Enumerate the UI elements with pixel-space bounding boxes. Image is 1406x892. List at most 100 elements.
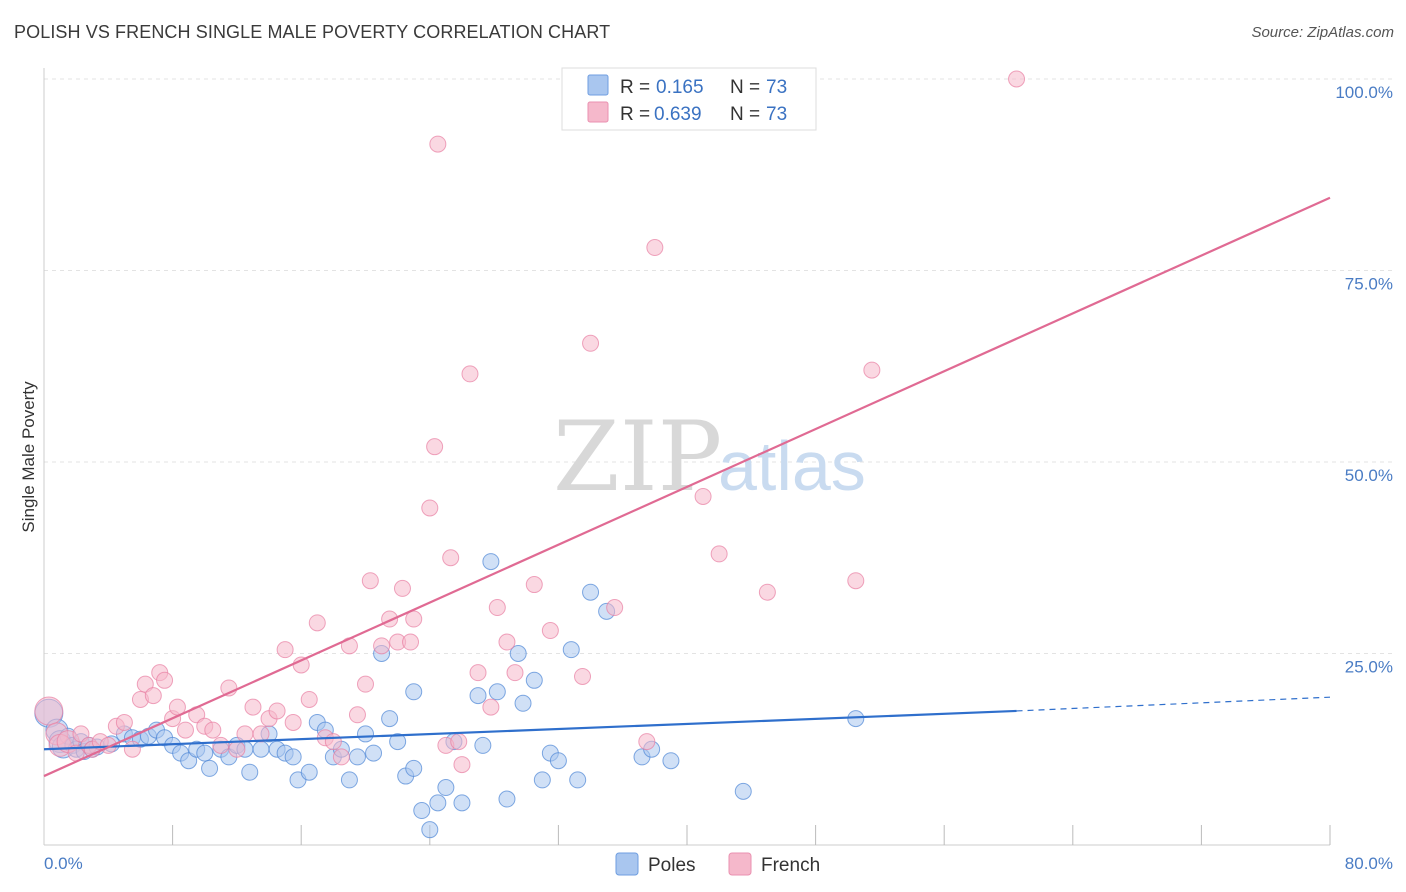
y-tick-label: 25.0%	[1345, 658, 1393, 677]
poles-point	[429, 794, 447, 812]
french-point	[488, 599, 506, 617]
french-point	[156, 671, 174, 689]
x-tick-label-max: 80.0%	[1345, 854, 1393, 873]
poles-point	[340, 771, 358, 789]
french-point	[361, 572, 379, 590]
french-point	[115, 713, 133, 731]
french-point	[268, 702, 286, 720]
french-point	[252, 725, 270, 743]
french-point	[847, 572, 865, 590]
legend-r-label-french: R =	[620, 104, 650, 125]
watermark: ZIP atlas	[553, 401, 866, 513]
bottom-legend-label-poles: Poles	[648, 855, 696, 876]
legend-r-value-french: 0.639	[654, 104, 702, 125]
trend-lines	[43, 196, 1331, 778]
french-point	[212, 736, 230, 754]
french-point	[1008, 70, 1026, 88]
poles-point	[284, 748, 302, 766]
french-point	[276, 641, 294, 659]
legend-r-label-poles: R =	[620, 77, 650, 98]
poles-point	[453, 794, 471, 812]
poles-point	[300, 763, 318, 781]
french-point	[284, 713, 302, 731]
legend-swatch-french	[587, 101, 609, 123]
poles-point	[421, 821, 439, 839]
y-tick-labels: 25.0% 50.0% 75.0% 100.0%	[1335, 83, 1393, 677]
poles-point	[525, 671, 543, 689]
poles-point	[498, 790, 516, 808]
poles-point	[509, 645, 527, 662]
french-point	[694, 487, 712, 505]
y-tick-label: 100.0%	[1335, 83, 1393, 102]
series-french-points	[34, 70, 1026, 774]
french-point	[236, 725, 254, 743]
poles-point	[469, 687, 487, 705]
legend-swatch-poles	[587, 74, 609, 96]
poles-point	[549, 752, 567, 770]
french-point	[324, 733, 342, 751]
legend-n-label-french: N =	[730, 104, 760, 125]
poles-point	[201, 759, 219, 777]
french-point	[228, 740, 246, 758]
poles-point	[348, 748, 366, 766]
french-point	[606, 599, 624, 617]
french-point	[498, 633, 516, 651]
poles-point	[662, 752, 680, 770]
french-point	[348, 706, 366, 724]
poles-point	[582, 583, 600, 601]
french-point	[405, 610, 423, 628]
chart-title: POLISH VS FRENCH SINGLE MALE POVERTY COR…	[14, 22, 611, 42]
poles-point	[474, 736, 492, 754]
poles-point	[389, 733, 407, 751]
french-point	[136, 675, 154, 693]
poles-point	[381, 710, 399, 728]
poles-point	[357, 725, 374, 743]
y-tick-label: 50.0%	[1345, 466, 1393, 485]
french-point	[525, 576, 543, 594]
french-point	[34, 696, 64, 726]
french-point	[461, 365, 479, 383]
poles-point	[569, 771, 587, 789]
french-point	[482, 698, 500, 716]
french-point	[582, 334, 600, 352]
poles-point	[514, 694, 532, 712]
legend-r-value-poles: 0.165	[656, 77, 704, 98]
poles-point	[562, 641, 580, 659]
y-tick-label: 75.0%	[1345, 275, 1393, 294]
poles-point	[252, 740, 270, 758]
french-point	[638, 733, 656, 751]
x-axis-ticks	[172, 825, 1331, 845]
french-point	[332, 748, 350, 766]
french-point	[357, 675, 374, 693]
french-point	[373, 637, 391, 655]
french-point	[308, 614, 326, 632]
french-point	[506, 664, 524, 682]
bottom-legend-label-french: French	[761, 855, 820, 876]
french-point	[710, 545, 728, 563]
french-point	[402, 633, 420, 651]
french-point	[442, 549, 460, 567]
source-credit: Source: ZipAtlas.com	[1251, 24, 1394, 41]
poles-point	[180, 752, 198, 770]
french-point	[646, 239, 664, 257]
poles-point	[482, 553, 500, 571]
x-tick-label-min: 0.0%	[44, 854, 83, 873]
french-point	[541, 622, 559, 640]
poles-point	[488, 683, 506, 701]
legend-n-label-poles: N =	[730, 77, 760, 98]
french-point	[204, 721, 222, 739]
french-point	[176, 721, 194, 739]
french-point	[453, 756, 471, 774]
poles-point	[847, 710, 865, 728]
french-point	[421, 499, 439, 517]
poles-point	[533, 771, 551, 789]
french-point	[863, 361, 881, 379]
poles-point	[437, 779, 455, 797]
poles-point	[405, 683, 423, 701]
french-trend-line	[43, 196, 1331, 778]
french-point	[429, 135, 447, 153]
poles-trend-line	[43, 709, 1017, 751]
french-point	[469, 664, 487, 682]
french-point	[244, 698, 262, 716]
